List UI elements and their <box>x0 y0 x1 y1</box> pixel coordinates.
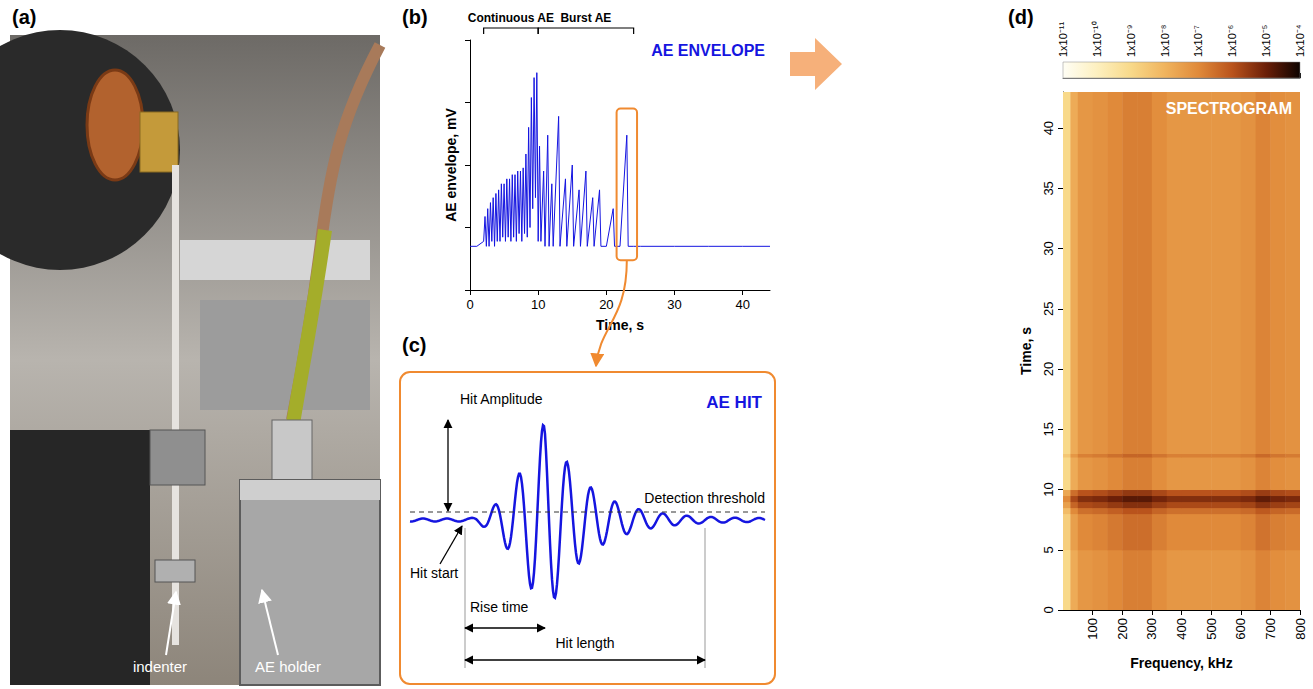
svg-text:5: 5 <box>1041 546 1056 553</box>
svg-text:AE envelope, mV: AE envelope, mV <box>443 108 459 222</box>
svg-text:1x10⁻⁵: 1x10⁻⁵ <box>1260 25 1272 57</box>
svg-text:AE holder: AE holder <box>255 658 321 675</box>
svg-text:800: 800 <box>1293 618 1308 640</box>
svg-text:(b): (b) <box>402 6 428 28</box>
svg-text:AE HIT: AE HIT <box>706 393 762 412</box>
svg-text:30: 30 <box>667 297 681 312</box>
svg-text:Detection threshold: Detection threshold <box>644 490 765 506</box>
svg-text:(a): (a) <box>12 6 36 28</box>
svg-text:100: 100 <box>1085 618 1100 640</box>
svg-text:20: 20 <box>599 297 613 312</box>
svg-text:(c): (c) <box>402 334 426 356</box>
svg-text:Hit length: Hit length <box>555 635 614 651</box>
svg-text:500: 500 <box>1204 618 1219 640</box>
svg-text:SPECTROGRAM: SPECTROGRAM <box>1166 100 1292 117</box>
svg-text:35: 35 <box>1041 181 1056 195</box>
svg-text:25: 25 <box>1041 302 1056 316</box>
svg-text:300: 300 <box>1144 618 1159 640</box>
svg-text:Time, s: Time, s <box>596 317 644 333</box>
svg-text:15: 15 <box>1041 422 1056 436</box>
svg-text:1x10⁻⁷: 1x10⁻⁷ <box>1192 25 1204 57</box>
svg-text:1x10⁻⁹: 1x10⁻⁹ <box>1125 24 1137 57</box>
svg-text:20: 20 <box>1041 362 1056 376</box>
svg-text:600: 600 <box>1233 618 1248 640</box>
svg-text:10: 10 <box>531 297 545 312</box>
svg-text:400: 400 <box>1174 618 1189 640</box>
svg-text:0: 0 <box>1041 606 1056 613</box>
svg-text:1x10⁻⁶: 1x10⁻⁶ <box>1226 25 1238 57</box>
svg-text:200: 200 <box>1115 618 1130 640</box>
svg-text:700: 700 <box>1263 618 1278 640</box>
svg-text:1x10⁻¹⁰: 1x10⁻¹⁰ <box>1091 21 1103 57</box>
svg-text:1x10⁻⁴: 1x10⁻⁴ <box>1294 24 1306 57</box>
svg-text:AE ENVELOPE: AE ENVELOPE <box>651 42 765 59</box>
svg-text:0: 0 <box>466 297 473 312</box>
svg-text:indenter: indenter <box>133 658 187 675</box>
svg-text:Continuous AE: Continuous AE <box>468 11 554 25</box>
svg-text:Time, s: Time, s <box>1018 327 1034 375</box>
svg-text:Rise time: Rise time <box>470 599 529 615</box>
svg-text:Hit Amplitude: Hit Amplitude <box>460 391 543 407</box>
svg-text:40: 40 <box>1041 121 1056 135</box>
svg-text:Burst AE: Burst AE <box>560 11 611 25</box>
svg-text:Frequency, kHz: Frequency, kHz <box>1130 655 1232 671</box>
svg-text:(d): (d) <box>1008 6 1034 28</box>
svg-text:Hit start: Hit start <box>410 565 458 581</box>
svg-text:1x10⁻¹¹: 1x10⁻¹¹ <box>1057 21 1069 57</box>
svg-text:1x10⁻⁸: 1x10⁻⁸ <box>1159 25 1171 58</box>
svg-text:30: 30 <box>1041 241 1056 255</box>
svg-text:10: 10 <box>1041 482 1056 496</box>
svg-text:40: 40 <box>735 297 749 312</box>
